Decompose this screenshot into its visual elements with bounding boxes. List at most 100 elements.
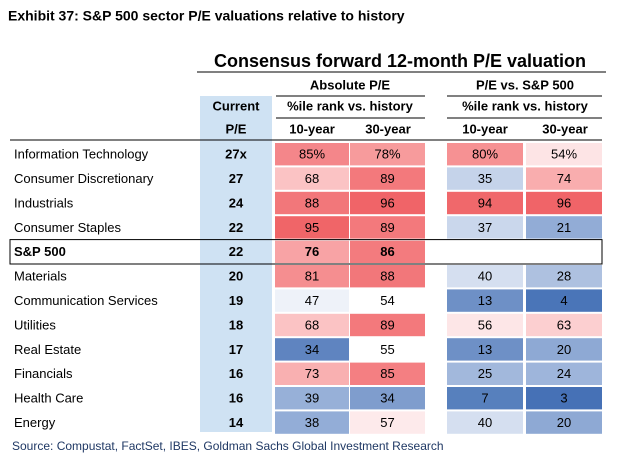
cell: 35 — [478, 171, 492, 186]
cell-bg — [526, 216, 602, 239]
cell-bg — [275, 362, 349, 385]
cell-bg — [275, 216, 349, 239]
cell-bg — [350, 411, 425, 434]
subheader: %ile rank vs. history — [287, 98, 413, 113]
cell-bg — [350, 167, 425, 190]
cell: 63 — [557, 317, 571, 332]
cell: 55 — [380, 342, 394, 357]
cell: 28 — [557, 269, 571, 284]
cell-bg — [350, 338, 425, 361]
cell-bg — [350, 240, 425, 263]
cell: 88 — [380, 269, 394, 284]
subheader: %ile rank vs. history — [462, 98, 588, 113]
cell: 21 — [557, 220, 571, 235]
cell: 81 — [305, 269, 319, 284]
current-pe: 18 — [229, 317, 243, 332]
cell-bg — [447, 216, 523, 239]
period: 10-year — [462, 121, 508, 136]
current-label: Current — [213, 98, 261, 113]
cell-bg — [275, 191, 349, 215]
source: Source: Compustat, FactSet, IBES, Goldma… — [12, 439, 444, 453]
cell: 7 — [481, 391, 488, 406]
row-name: Information Technology — [14, 147, 149, 162]
row-name: Consumer Discretionary — [14, 171, 154, 186]
cell-bg — [275, 338, 349, 361]
row-name: S&P 500 — [14, 244, 66, 259]
current-pe: 16 — [229, 366, 243, 381]
cell: 3 — [560, 391, 567, 406]
cell: 86 — [380, 244, 394, 259]
cell: 94 — [478, 195, 492, 210]
period: 30-year — [365, 121, 411, 136]
cell: 34 — [380, 391, 394, 406]
cell-bg — [350, 289, 425, 312]
cell: 78% — [374, 147, 400, 162]
row-name: Utilities — [14, 317, 56, 332]
cell: 13 — [478, 342, 492, 357]
current-pe: 14 — [229, 415, 244, 430]
cell-bg — [526, 191, 602, 215]
cell-bg — [350, 313, 425, 337]
current-pe: 16 — [229, 391, 243, 406]
cell-bg — [275, 289, 349, 312]
row-name: Financials — [14, 366, 73, 381]
cell: 25 — [478, 366, 492, 381]
row-name: Energy — [14, 415, 56, 430]
current-label: P/E — [226, 121, 247, 136]
cell-bg — [350, 265, 425, 288]
cell: 39 — [305, 391, 319, 406]
cell: 76 — [305, 244, 319, 259]
cell: 68 — [305, 317, 319, 332]
cell-bg — [275, 240, 349, 263]
cell: 20 — [557, 415, 571, 430]
cell-bg — [447, 338, 523, 361]
current-pe: 27 — [229, 171, 243, 186]
cell: 89 — [380, 317, 394, 332]
cell: 20 — [557, 342, 571, 357]
cell-bg — [275, 167, 349, 190]
cell-bg — [526, 387, 602, 410]
cell-bg — [447, 362, 523, 385]
cell-bg — [275, 143, 349, 166]
cell-bg — [447, 191, 523, 215]
current-pe: 17 — [229, 342, 243, 357]
cell-bg — [526, 265, 602, 288]
current-pe: 27x — [225, 147, 247, 162]
period: 30-year — [542, 121, 588, 136]
cell-bg — [526, 143, 602, 166]
current-pe: 24 — [229, 195, 244, 210]
cell: 57 — [380, 415, 394, 430]
cell: 95 — [305, 220, 319, 235]
current-pe: 20 — [229, 269, 243, 284]
cell: 54% — [551, 147, 577, 162]
cell-bg — [350, 362, 425, 385]
cell-bg — [447, 167, 523, 190]
cell-bg — [350, 191, 425, 215]
cell-bg — [275, 265, 349, 288]
cell: 80% — [472, 147, 498, 162]
cell: 73 — [305, 366, 319, 381]
cell-bg — [350, 216, 425, 239]
cell-bg — [350, 143, 425, 166]
table-header: Consensus forward 12-month P/E valuation — [214, 51, 586, 71]
cell: 24 — [557, 366, 571, 381]
cell-bg — [526, 167, 602, 190]
cell-bg — [275, 313, 349, 337]
cell: 38 — [305, 415, 319, 430]
cell-bg — [526, 338, 602, 361]
cell-bg — [447, 143, 523, 166]
cell: 89 — [380, 171, 394, 186]
cell-bg — [275, 387, 349, 410]
cell-bg — [447, 411, 523, 434]
cell: 37 — [478, 220, 492, 235]
current-pe: 22 — [229, 220, 243, 235]
row-name: Communication Services — [14, 293, 158, 308]
cell: 13 — [478, 293, 492, 308]
cell: 40 — [478, 415, 492, 430]
current-pe: 19 — [229, 293, 243, 308]
cell: 40 — [478, 269, 492, 284]
cell-bg — [526, 289, 602, 312]
group-header: Absolute P/E — [310, 77, 391, 92]
row-name: Consumer Staples — [14, 220, 121, 235]
